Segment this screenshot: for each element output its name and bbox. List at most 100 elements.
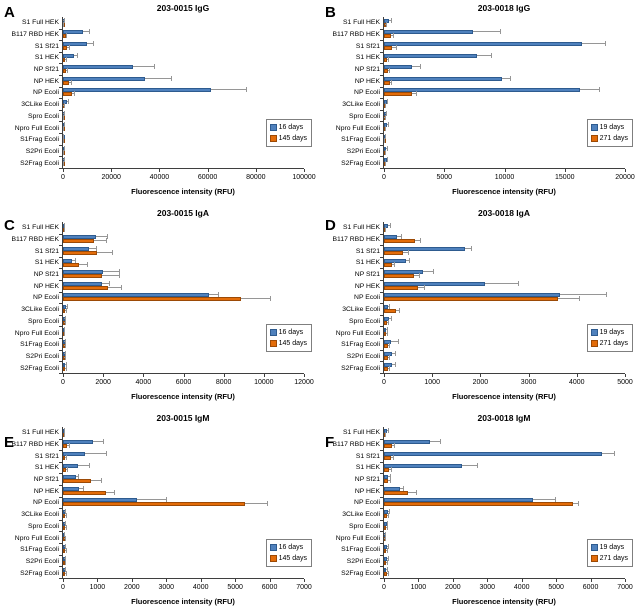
bar-slot — [63, 250, 304, 256]
bar-slot — [384, 234, 625, 240]
category-label: S1 HEK — [355, 259, 380, 267]
bar-series2 — [63, 456, 66, 461]
error-bar — [64, 308, 67, 314]
bar-row — [59, 520, 304, 533]
error-bar — [579, 87, 601, 93]
panel-letter: D — [325, 217, 336, 234]
bar-slot — [384, 246, 625, 252]
legend-item: 145 days — [269, 338, 307, 349]
x-tick-label: 4000 — [513, 584, 530, 591]
panel-letter: F — [325, 434, 335, 451]
error-bar — [64, 509, 66, 515]
bar-slot — [384, 509, 625, 515]
bar-row — [59, 156, 304, 169]
legend-swatch-icon — [269, 135, 277, 142]
bar-series1 — [63, 53, 75, 58]
bar-row — [380, 245, 625, 258]
category-label: S1 Sf21 — [355, 42, 380, 50]
chart-title: 203-0018 IgM — [477, 413, 531, 423]
panel-letter: C — [4, 217, 15, 234]
error-bar — [96, 234, 109, 240]
bar-slot — [63, 45, 304, 51]
x-tick-label: 0 — [382, 379, 386, 386]
bar-series2 — [63, 34, 66, 39]
category-label: NP HEK — [354, 77, 380, 85]
figure-panel-b: B 203-0018 IgG S1 Full HEK B117 RBD HEK S1… — [321, 0, 642, 205]
bar-series2 — [384, 34, 391, 39]
bar-series1 — [63, 475, 76, 480]
bar-row — [59, 292, 304, 304]
x-tick-label: 10000 — [254, 379, 274, 386]
bar-series1 — [384, 475, 389, 480]
error-bar — [387, 222, 391, 228]
bar-slot — [63, 87, 304, 93]
bar-slot — [63, 485, 304, 491]
x-tick-label: 5000 — [227, 584, 243, 591]
bar-series2 — [63, 560, 65, 565]
bar-slot — [384, 555, 625, 561]
error-bar — [86, 41, 94, 47]
bar-series1 — [384, 521, 387, 526]
bar-series1 — [384, 316, 390, 321]
bar-row — [380, 473, 625, 486]
error-bar — [387, 509, 391, 515]
x-tick-label: 3000 — [479, 584, 496, 591]
bar-slot — [384, 308, 625, 314]
bar-row — [59, 315, 304, 328]
panel-letter: B — [325, 4, 336, 21]
bar-slot — [384, 296, 625, 302]
x-tick-label: 6000 — [261, 584, 278, 591]
error-bar — [559, 292, 607, 298]
category-label: B117 RBD HEK — [11, 441, 59, 449]
error-bar — [388, 474, 392, 480]
bar-slot — [63, 257, 304, 263]
error-bar — [66, 99, 69, 105]
category-label: 3CLike Ecoli — [342, 511, 380, 519]
plot-area: 0 1000 2000 3000 4000 5000 6000 7000 — [59, 427, 312, 591]
error-bar — [64, 350, 66, 356]
bar-slot — [63, 547, 304, 553]
bar-slot — [384, 497, 625, 503]
x-tick-label: 20000 — [615, 174, 635, 181]
bar-series1 — [63, 544, 65, 549]
error-bar — [476, 52, 493, 58]
error-bar — [64, 520, 66, 526]
bar-slot — [384, 269, 625, 275]
x-tick-label: 2000 — [472, 379, 489, 386]
bar-slot — [384, 513, 625, 519]
category-label: Npro Full Ecoli — [14, 329, 59, 337]
x-tick-mark — [131, 579, 133, 582]
bar-slot — [63, 319, 304, 325]
legend-label: 145 days — [278, 135, 307, 142]
bar-series2 — [63, 92, 73, 97]
category-label: 3CLike Ecoli — [342, 101, 380, 109]
category-label: 3CLike Ecoli — [21, 101, 59, 109]
x-tick-label: 2000 — [124, 584, 140, 591]
error-bar — [97, 250, 114, 256]
bar-row — [380, 520, 625, 533]
error-bar — [79, 261, 89, 267]
category-label: Spro Ecoli — [349, 522, 380, 530]
bar-row — [59, 450, 304, 463]
error-bar — [387, 427, 390, 433]
bar-series1 — [63, 305, 66, 310]
bar-series2 — [384, 239, 416, 244]
legend-label: 16 days — [278, 544, 304, 551]
bar-row — [59, 110, 304, 123]
legend: 16 days 145 days — [265, 119, 312, 147]
error-bar — [395, 308, 401, 314]
bar-series2 — [384, 343, 388, 348]
bar-row — [380, 555, 625, 567]
bar-slot — [63, 331, 304, 337]
x-tick-mark — [97, 579, 99, 582]
bar-slot — [63, 246, 304, 252]
error-bar — [390, 455, 394, 461]
category-label: B117 RBD HEK — [332, 236, 380, 244]
bar-series1 — [384, 235, 397, 240]
bar-series2 — [63, 57, 65, 62]
bar-slot — [384, 21, 625, 27]
bar-row — [59, 52, 304, 65]
bar-series2 — [384, 367, 388, 372]
category-label: NP Ecoli — [354, 294, 380, 302]
